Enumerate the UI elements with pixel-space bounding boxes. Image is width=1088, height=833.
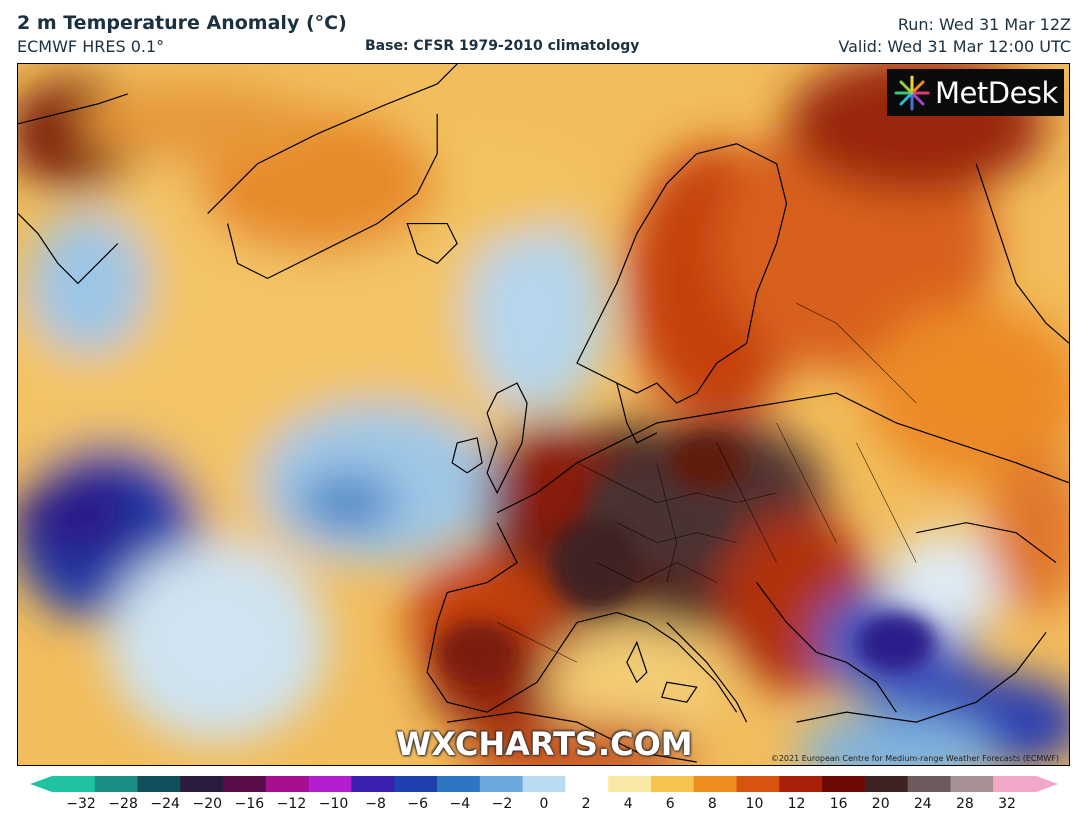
metdesk-logo-text: MetDesk [935, 75, 1058, 110]
model-label: ECMWF HRES 0.1° [17, 37, 165, 56]
color-scale-min-arrow [30, 776, 52, 792]
color-scale-tick-label: −16 [234, 796, 265, 812]
metdesk-starburst-icon [894, 75, 930, 110]
color-scale-tick-label: 4 [623, 796, 633, 812]
color-scale-tick-label: 28 [955, 796, 974, 812]
metdesk-logo: MetDesk [887, 69, 1064, 116]
color-scale-tick-label: 24 [913, 796, 932, 812]
color-scale-ticks: −32 −28 −24 −20 −16 −12 −10 −8 −6 −4 −2 0 2 4 6 8 10 12 16… [0, 796, 1088, 816]
color-scale-segment [822, 776, 866, 792]
climatology-base-label: Base: CFSR 1979-2010 climatology [365, 38, 640, 54]
color-scale-segment [137, 776, 181, 792]
color-scale-tick-label: 6 [665, 796, 675, 812]
color-scale-tick-label: −10 [318, 796, 349, 812]
color-scale-segment [479, 776, 524, 792]
wxcharts-watermark: WXCHARTS.COM [396, 725, 693, 763]
color-scale-tick-label: −6 [407, 796, 429, 812]
color-scale-tick-label: −24 [150, 796, 180, 812]
color-scale-tick-label: 0 [539, 796, 549, 812]
color-scale-tick-label: −28 [108, 796, 138, 812]
valid-time-label: Valid: Wed 31 Mar 12:00 UTC [838, 37, 1071, 56]
color-scale-segment [693, 776, 738, 792]
color-scale-segment [223, 776, 267, 792]
temperature-anomaly-map: MetDesk WXCHARTS.COM ©2021 European Cent… [17, 63, 1070, 766]
color-scale-segment [993, 776, 1037, 792]
color-scale-tick-label: −20 [192, 796, 223, 812]
color-scale-bar [30, 776, 1058, 792]
color-scale-segment [907, 776, 952, 792]
color-scale-segment [94, 776, 139, 792]
color-scale-segment [522, 776, 566, 792]
map-title: 2 m Temperature Anomaly (°C) [17, 12, 347, 34]
color-scale-tick-label: 16 [829, 796, 848, 812]
color-scale-segment [950, 776, 994, 792]
color-scale-tick-label: 20 [871, 796, 890, 812]
color-scale-segment [351, 776, 395, 792]
ecmwf-copyright: ©2021 European Centre for Medium-range W… [770, 754, 1059, 763]
color-scale-tick-label: 12 [787, 796, 806, 812]
color-scale-tick-label: −4 [449, 796, 471, 812]
color-scale-segment [650, 776, 695, 792]
color-scale-tick-label: 32 [998, 796, 1016, 812]
color-scale-tick-label: −2 [491, 796, 513, 812]
color-scale-tick-label: 10 [745, 796, 764, 812]
color-scale-segment [308, 776, 353, 792]
run-time-label: Run: Wed 31 Mar 12Z [897, 15, 1071, 34]
color-scale-tick-label: −12 [276, 796, 307, 812]
color-scale-max-arrow [1036, 776, 1058, 792]
color-scale-segment [437, 776, 481, 792]
color-scale-segment [180, 776, 224, 792]
anomaly-field [18, 64, 1069, 765]
color-scale-segment [565, 776, 609, 792]
color-scale-tick-label: 8 [707, 796, 717, 812]
color-scale-segment [736, 776, 780, 792]
color-scale-tick-label: 2 [581, 796, 591, 812]
color-scale-segment [864, 776, 909, 792]
color-scale-segment [265, 776, 310, 792]
color-scale-segment [394, 776, 438, 792]
color-scale-segment [52, 776, 96, 792]
color-scale-segment [779, 776, 823, 792]
color-scale-tick-label: −32 [66, 796, 96, 812]
color-scale-segment [608, 776, 652, 792]
color-scale-tick-label: −8 [365, 796, 386, 812]
